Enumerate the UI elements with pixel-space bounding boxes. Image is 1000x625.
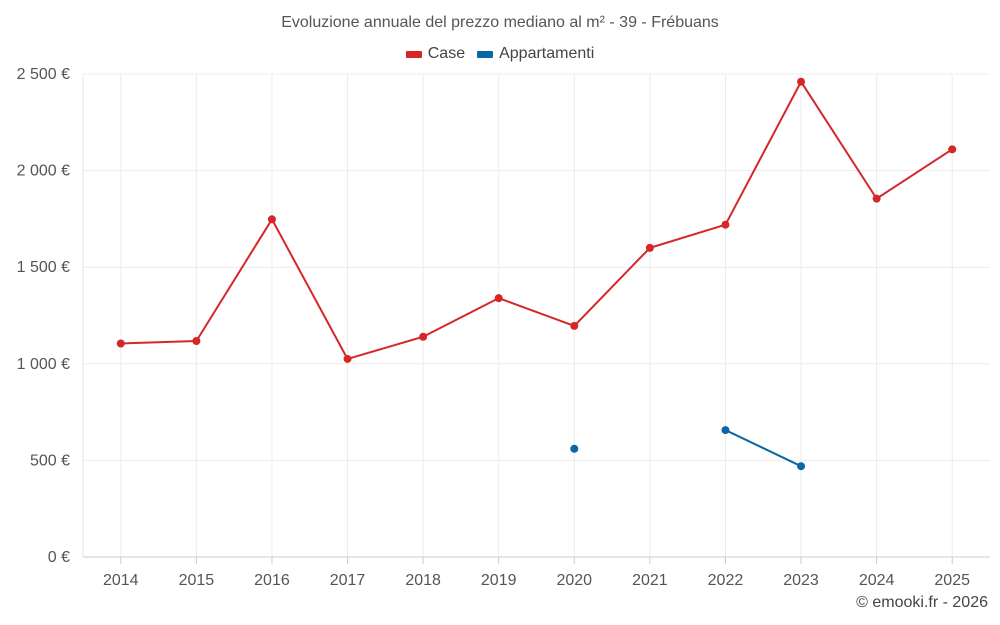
y-tick-label: 0 € [48, 549, 70, 566]
x-tick-label: 2021 [632, 572, 668, 589]
x-tick-label: 2016 [254, 572, 290, 589]
data-point-case [192, 337, 201, 346]
data-point-case [419, 332, 428, 341]
data-point-case [872, 194, 881, 203]
data-point-appartamenti [570, 444, 579, 453]
legend-item-case[interactable]: Case [405, 45, 466, 63]
x-tick-label: 2014 [103, 572, 139, 589]
x-tick-label: 2024 [859, 572, 895, 589]
data-point-case [494, 294, 503, 303]
x-tick-label: 2015 [179, 572, 215, 589]
data-point-case [116, 339, 125, 348]
legend-swatch-case [405, 50, 422, 58]
x-tick-label: 2025 [934, 572, 970, 589]
legend-label-appartamenti: Appartamenti [499, 45, 595, 62]
legend-label-case: Case [427, 45, 466, 62]
credit-text: © emooki.fr - 2026 [856, 594, 988, 611]
y-tick-label: 1 500 € [17, 259, 70, 276]
data-point-case [267, 215, 276, 224]
x-tick-label: 2017 [330, 572, 366, 589]
data-point-case [721, 220, 730, 229]
data-point-case [645, 243, 654, 252]
x-tick-label: 2023 [783, 572, 819, 589]
series-line-case [120, 80, 953, 360]
legend-item-appartamenti[interactable]: Appartamenti [477, 45, 594, 63]
legend-swatch-appartamenti [477, 50, 494, 58]
data-point-case [797, 77, 806, 86]
y-tick-label: 1 000 € [17, 356, 70, 373]
legend: Case Appartamenti [0, 45, 1000, 63]
series-line-appartamenti [725, 429, 802, 468]
chart-title: Evoluzione annuale del prezzo mediano al… [281, 14, 719, 31]
data-point-appartamenti [721, 426, 730, 435]
y-tick-label: 2 500 € [17, 66, 70, 83]
x-tick-label: 2022 [708, 572, 744, 589]
data-point-appartamenti [797, 462, 806, 471]
x-tick-label: 2019 [481, 572, 517, 589]
y-tick-label: 2 000 € [17, 163, 70, 180]
y-tick-label: 500 € [30, 452, 70, 469]
x-tick-label: 2018 [405, 572, 441, 589]
x-tick-label: 2020 [556, 572, 592, 589]
data-point-case [570, 321, 579, 330]
data-point-case [948, 145, 957, 154]
data-point-case [343, 354, 352, 363]
